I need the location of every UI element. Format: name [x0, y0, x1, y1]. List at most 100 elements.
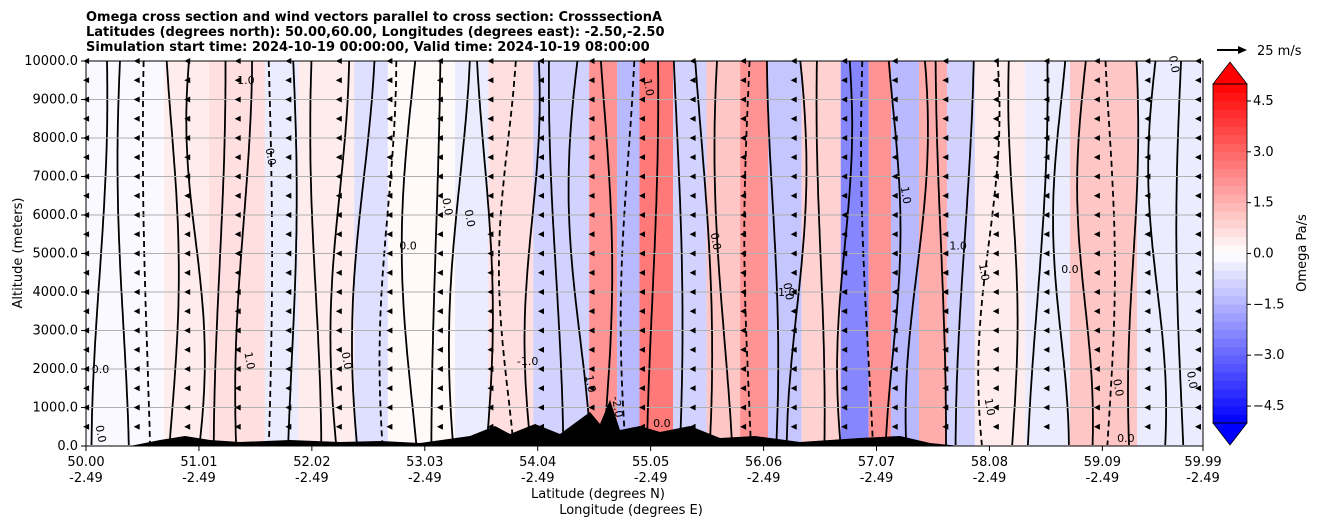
wind-vector-arrow	[487, 404, 494, 411]
colorbar-tick-label: 3.0	[1253, 145, 1274, 160]
wind-vector-arrow	[891, 135, 898, 141]
wind-vector-arrow	[436, 346, 443, 353]
wind-vector-arrow	[992, 423, 999, 430]
wind-vector-arrow	[285, 404, 292, 411]
wind-vector-arrow	[1144, 192, 1151, 199]
wind-vector-arrow	[639, 154, 645, 161]
wind-vector-arrow	[184, 308, 191, 315]
wind-vector-arrow	[790, 135, 797, 141]
wind-vector-arrow	[841, 135, 848, 141]
wind-vector-arrow	[1093, 269, 1100, 276]
colorbar-swatch	[1213, 346, 1247, 356]
wind-vector-arrow	[942, 135, 949, 141]
wind-vector-arrow	[790, 115, 797, 122]
wind-vector-arrow	[891, 212, 898, 218]
wind-vector-arrow	[335, 96, 342, 103]
wind-vector-arrow	[335, 346, 342, 353]
wind-vector-arrow	[588, 231, 595, 238]
wind-vector-arrow	[740, 135, 747, 141]
wind-vector-arrow	[790, 212, 797, 218]
wind-vector-arrow	[841, 308, 848, 315]
wind-vector-arrow	[386, 269, 393, 276]
contour-label: 1.0	[237, 74, 255, 87]
wind-vector-arrow	[992, 96, 999, 103]
wind-vector-arrow	[335, 423, 342, 430]
wind-vector-arrow	[1043, 77, 1050, 84]
wind-vector-arrow	[588, 346, 595, 353]
wind-vector-arrow	[386, 96, 393, 103]
x-tick-label-latitude: 58.08	[971, 455, 1008, 470]
wind-vector-arrow	[740, 231, 747, 238]
title-line-1: Omega cross section and wind vectors par…	[86, 10, 662, 25]
wind-vector-arrow	[841, 250, 848, 257]
wind-vector-arrow	[740, 250, 747, 257]
wind-vector-arrow	[740, 212, 747, 218]
wind-vector-arrow	[487, 289, 494, 295]
wind-vector-arrow	[234, 385, 241, 392]
wind-vector-arrow	[487, 231, 494, 238]
colorbar-swatch	[1213, 304, 1247, 314]
wind-vector-arrow	[335, 366, 342, 372]
wind-vector-arrow	[891, 308, 898, 315]
wind-vector-arrow	[689, 77, 696, 84]
wind-vector-arrow	[588, 192, 595, 199]
x-tick-label-longitude: -2.49	[1086, 471, 1120, 486]
wind-vector-arrow	[1043, 135, 1050, 141]
wind-vector-arrow	[1043, 154, 1050, 161]
wind-vector-arrow	[133, 308, 140, 315]
wind-vector-arrow	[588, 77, 595, 84]
wind-vector-arrow	[588, 404, 595, 411]
colorbar-swatch	[1213, 355, 1247, 365]
colorbar-swatch	[1213, 245, 1247, 254]
wind-vector-arrow	[639, 366, 645, 372]
wind-vector-arrow	[588, 366, 595, 372]
wind-vector-arrow	[386, 212, 393, 218]
contour-label: 0.0	[462, 208, 478, 227]
wind-vector-arrow	[689, 404, 696, 411]
wind-vector-arrow	[891, 289, 898, 295]
wind-vector-arrow	[891, 250, 898, 257]
wind-vector-arrow	[234, 346, 241, 353]
colorbar-swatch	[1213, 134, 1247, 144]
wind-vector-arrow	[487, 173, 494, 180]
wind-vector-arrow	[335, 192, 342, 199]
wind-vector-arrow	[790, 250, 797, 257]
wind-vector-arrow	[841, 231, 848, 238]
wind-vector-arrow	[790, 308, 797, 315]
wind-vector-arrow	[538, 135, 544, 141]
wind-vector-arrow	[689, 327, 696, 334]
wind-vector-arrow	[942, 346, 949, 353]
wind-vector-arrow	[1144, 96, 1151, 103]
wind-vector-arrow	[1195, 135, 1201, 141]
wind-vector-arrow	[1093, 250, 1100, 257]
wind-vector-arrow	[386, 173, 393, 180]
contour-label: 0.0	[780, 282, 796, 301]
wind-vector-arrow	[538, 308, 544, 315]
wind-vector-arrow	[133, 173, 140, 180]
wind-vector-arrow	[891, 173, 898, 180]
wind-vector-arrow	[335, 250, 342, 257]
wind-vector-arrow	[184, 346, 191, 353]
contour-label: 0.0	[263, 147, 279, 166]
wind-vector-arrow	[133, 154, 140, 161]
wind-vector-arrow	[234, 423, 241, 430]
wind-vector-arrow	[992, 154, 999, 161]
wind-vector-arrow	[436, 77, 443, 84]
wind-vector-arrow	[1093, 366, 1100, 372]
wind-vector-arrow	[790, 385, 797, 392]
wind-vector-arrow	[184, 212, 191, 218]
wind-vector-arrow	[588, 385, 595, 392]
colorbar-swatch	[1213, 160, 1247, 170]
y-axis: 0.0 1000.0 2000.0 3000.0 4000.0 5000.0 6000.0 7…	[24, 54, 86, 454]
wind-vector-arrow	[942, 423, 949, 430]
y-tick-label: 0.0	[57, 439, 78, 454]
contour-label: 0.0	[708, 232, 724, 251]
wind-vector-arrow	[1043, 366, 1050, 372]
wind-vector-arrow	[841, 154, 848, 161]
x-tick-label-longitude: -2.49	[973, 471, 1007, 486]
wind-vector-arrow	[841, 192, 848, 199]
contour-label: 1.0	[641, 78, 657, 97]
wind-vector-arrow	[285, 423, 292, 430]
wind-vector-arrow	[1195, 269, 1201, 276]
wind-vector-arrow	[133, 289, 140, 295]
